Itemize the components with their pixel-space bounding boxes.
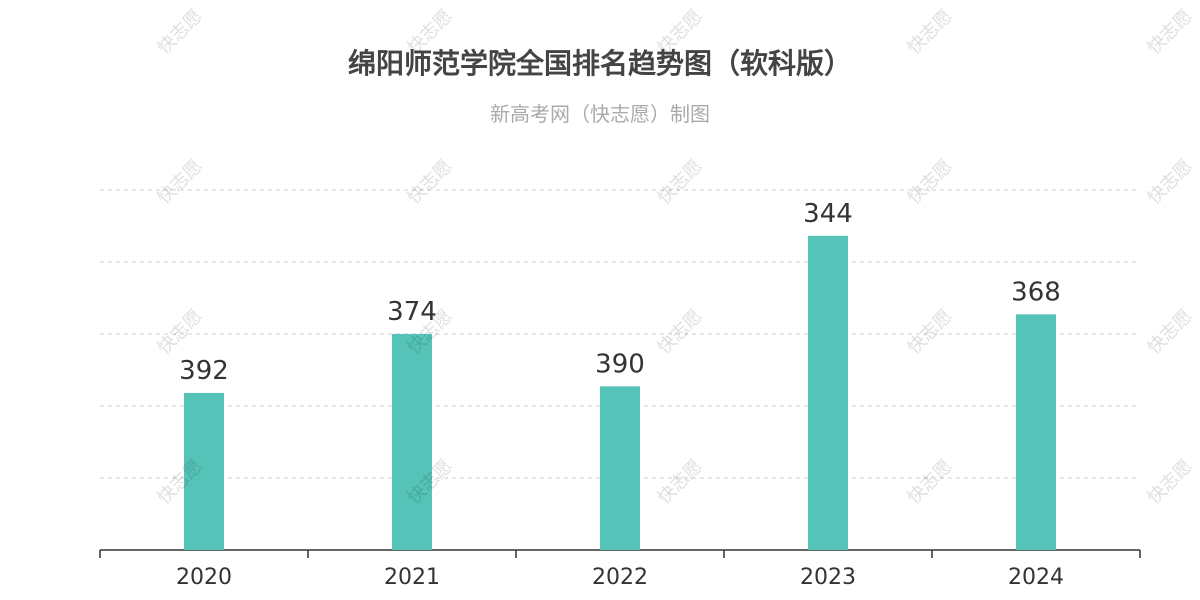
bar-2021 (392, 334, 432, 550)
chart-subtitle: 新高考网（快志愿）制图 (490, 102, 710, 126)
x-tick-label-2022: 2022 (592, 565, 648, 590)
data-label-2021: 374 (387, 297, 437, 327)
data-label-2024: 368 (1011, 277, 1061, 307)
data-label-2022: 390 (595, 349, 645, 379)
bar-2020 (184, 392, 224, 550)
data-label-2020: 392 (179, 356, 229, 386)
bar-2024 (1016, 314, 1056, 550)
chart-title: 绵阳师范学院全国排名趋势图（软科版） (347, 47, 852, 80)
bar-2023 (808, 235, 848, 550)
x-tick-label-2023: 2023 (800, 565, 856, 590)
x-tick-label-2021: 2021 (384, 565, 440, 590)
bar-2022 (600, 386, 640, 550)
data-label-2023: 344 (803, 199, 853, 229)
x-tick-label-2024: 2024 (1008, 565, 1064, 590)
x-tick-label-2020: 2020 (176, 565, 232, 590)
